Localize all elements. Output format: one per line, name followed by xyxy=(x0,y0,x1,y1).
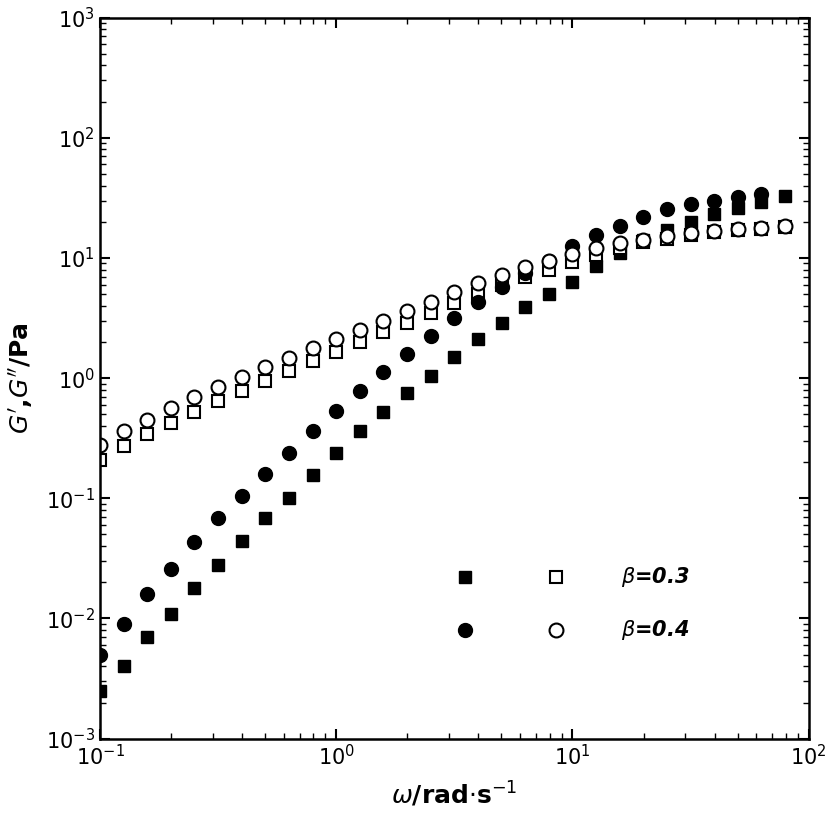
X-axis label: $\omega$/rad$\cdot$s$^{-1}$: $\omega$/rad$\cdot$s$^{-1}$ xyxy=(391,780,518,809)
Text: $\beta$=0.4: $\beta$=0.4 xyxy=(620,619,689,642)
Text: $\beta$=0.3: $\beta$=0.3 xyxy=(620,565,689,589)
Y-axis label: $G'$,$G''$/Pa: $G'$,$G''$/Pa xyxy=(7,322,35,434)
